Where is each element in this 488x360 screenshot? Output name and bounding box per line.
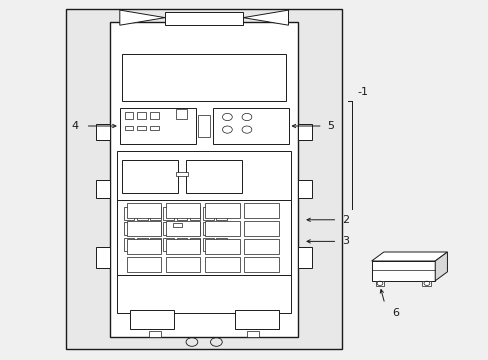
Bar [166,257,200,272]
Bar [122,160,178,193]
Bar [127,257,161,272]
Bar [198,115,210,137]
Polygon shape [434,252,447,281]
Bar [150,222,161,235]
Bar [166,239,200,254]
Bar [96,180,110,198]
Bar [166,203,200,218]
Bar [137,126,146,130]
Polygon shape [243,10,288,25]
Bar [244,239,278,254]
Bar [117,200,290,275]
Bar [205,257,239,272]
Polygon shape [120,10,164,25]
Bar [137,112,146,119]
Bar [96,124,110,140]
Bar [176,222,187,235]
Bar [371,261,434,281]
Bar [150,207,161,220]
Bar [163,222,174,235]
Bar [189,222,200,235]
Text: 6: 6 [391,308,398,318]
Bar [96,247,110,268]
Bar [298,180,311,198]
Text: -1: -1 [357,87,368,97]
Bar [244,221,278,236]
Bar [124,112,133,119]
Bar [137,222,147,235]
Bar [176,172,188,176]
Bar [298,247,311,268]
Bar [176,109,186,119]
Bar [244,203,278,218]
Bar [127,221,161,236]
Bar [110,22,298,337]
Bar [205,221,239,236]
Text: 3: 3 [342,237,348,246]
Bar [185,160,242,193]
Bar [123,238,134,251]
Bar [189,207,200,220]
Bar [205,203,239,218]
Bar [246,331,259,337]
Bar [66,9,342,349]
Bar [150,112,159,119]
Bar [216,222,226,235]
Bar [117,275,290,313]
Bar [117,151,290,202]
Bar [127,239,161,254]
Bar [120,108,195,144]
Bar [137,207,147,220]
Bar [189,238,200,251]
Bar [203,222,213,235]
Bar [150,238,161,251]
Bar [205,239,239,254]
Bar [375,281,384,286]
Bar [122,54,285,101]
Bar [244,257,278,272]
Bar [212,108,288,144]
Bar [149,331,161,337]
Bar [203,207,213,220]
Polygon shape [371,252,447,261]
Bar [137,238,147,251]
Bar [163,207,174,220]
Bar [234,310,278,329]
Bar [164,12,243,25]
Text: 5: 5 [327,121,334,131]
Bar [176,207,187,220]
Text: 2: 2 [342,215,349,225]
Bar [150,126,159,130]
Bar [422,281,430,286]
Bar [163,238,174,251]
Bar [124,126,133,130]
Bar [123,222,134,235]
Bar [176,238,187,251]
Bar [129,310,173,329]
Text: 4: 4 [71,121,78,131]
Bar [117,203,290,250]
Bar [298,124,311,140]
Bar [216,238,226,251]
Bar [203,238,213,251]
Bar [123,207,134,220]
Bar [216,207,226,220]
Bar [127,203,161,218]
Bar [166,221,200,236]
Bar [172,223,182,227]
